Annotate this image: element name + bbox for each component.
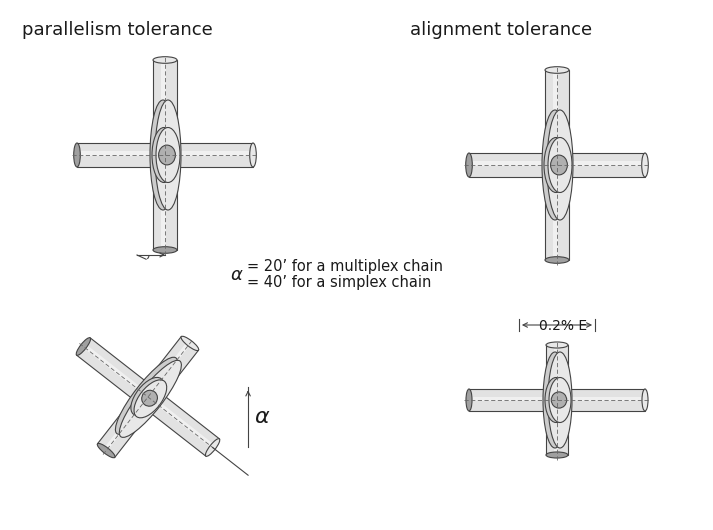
Bar — [153, 60, 177, 250]
Ellipse shape — [544, 137, 568, 192]
Ellipse shape — [547, 110, 573, 220]
Bar — [98, 337, 198, 457]
Bar — [83, 344, 215, 448]
Ellipse shape — [548, 137, 572, 192]
Ellipse shape — [466, 153, 472, 177]
Bar — [554, 345, 558, 455]
Ellipse shape — [548, 352, 572, 448]
Ellipse shape — [142, 390, 158, 406]
Ellipse shape — [545, 67, 569, 73]
Bar — [553, 70, 558, 260]
Bar — [161, 60, 166, 250]
Bar — [469, 396, 645, 401]
Text: = 20’ for a multiplex chain: = 20’ for a multiplex chain — [247, 260, 443, 275]
Ellipse shape — [97, 444, 115, 458]
Ellipse shape — [73, 143, 81, 167]
Bar — [469, 389, 645, 411]
Ellipse shape — [152, 128, 176, 182]
Bar — [469, 153, 645, 177]
Ellipse shape — [546, 342, 568, 348]
Ellipse shape — [153, 57, 177, 63]
Ellipse shape — [205, 439, 220, 456]
Ellipse shape — [150, 100, 176, 210]
Ellipse shape — [153, 246, 177, 253]
Bar — [545, 70, 569, 260]
Text: alignment tolerance: alignment tolerance — [410, 21, 592, 39]
Ellipse shape — [116, 357, 178, 434]
Ellipse shape — [131, 377, 163, 416]
Ellipse shape — [250, 143, 256, 167]
Text: 0.2% E: 0.2% E — [539, 319, 587, 333]
Text: parallelism tolerance: parallelism tolerance — [22, 21, 212, 39]
Ellipse shape — [134, 380, 167, 418]
Ellipse shape — [545, 377, 567, 422]
Bar — [77, 152, 253, 156]
Ellipse shape — [642, 389, 648, 411]
Ellipse shape — [545, 257, 569, 263]
Ellipse shape — [466, 389, 472, 411]
Ellipse shape — [543, 352, 567, 448]
Text: α: α — [254, 407, 269, 427]
Text: = 40’ for a simplex chain: = 40’ for a simplex chain — [247, 275, 431, 289]
Ellipse shape — [158, 145, 175, 165]
Bar — [546, 345, 568, 455]
Ellipse shape — [155, 100, 181, 210]
Ellipse shape — [156, 128, 180, 182]
Ellipse shape — [542, 110, 568, 220]
Ellipse shape — [76, 338, 91, 356]
Bar — [103, 341, 191, 451]
Ellipse shape — [551, 392, 567, 408]
Ellipse shape — [546, 452, 568, 458]
Bar — [469, 162, 645, 166]
Ellipse shape — [181, 336, 199, 350]
Ellipse shape — [549, 377, 571, 422]
Ellipse shape — [642, 153, 648, 177]
Ellipse shape — [119, 360, 181, 437]
Bar — [77, 143, 253, 167]
Text: α: α — [230, 266, 242, 284]
Ellipse shape — [550, 155, 568, 175]
Bar — [76, 338, 220, 456]
